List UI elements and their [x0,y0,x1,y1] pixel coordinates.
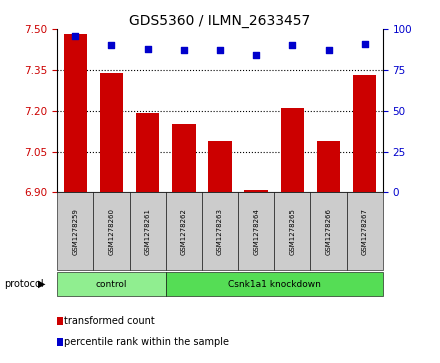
Text: GSM1278264: GSM1278264 [253,208,259,255]
Point [108,42,115,48]
Text: GSM1278266: GSM1278266 [326,208,331,255]
Text: GSM1278267: GSM1278267 [362,208,368,255]
Text: GSM1278261: GSM1278261 [145,208,150,255]
Text: GSM1278260: GSM1278260 [109,208,114,255]
Text: Csnk1a1 knockdown: Csnk1a1 knockdown [228,280,321,289]
Text: protocol: protocol [4,279,44,289]
Bar [172,124,195,192]
Text: control: control [96,280,127,289]
Text: ▶: ▶ [38,279,46,289]
Bar [136,113,159,192]
Bar [353,75,377,192]
Point [144,46,151,52]
Text: transformed count: transformed count [64,316,155,326]
Point [253,52,260,58]
Text: GSM1278263: GSM1278263 [217,208,223,255]
Title: GDS5360 / ILMN_2633457: GDS5360 / ILMN_2633457 [129,14,311,28]
Text: GSM1278265: GSM1278265 [290,208,295,255]
Point [289,42,296,48]
Point [216,47,224,53]
Point [180,47,187,53]
Bar [208,140,232,192]
Bar [100,73,123,192]
Bar [281,108,304,192]
Bar [317,140,340,192]
Point [72,33,79,38]
Text: GSM1278262: GSM1278262 [181,208,187,255]
Point [361,41,368,46]
Text: GSM1278259: GSM1278259 [72,208,78,255]
Bar [245,189,268,192]
Bar [63,34,87,192]
Point [325,47,332,53]
Text: percentile rank within the sample: percentile rank within the sample [64,337,229,347]
